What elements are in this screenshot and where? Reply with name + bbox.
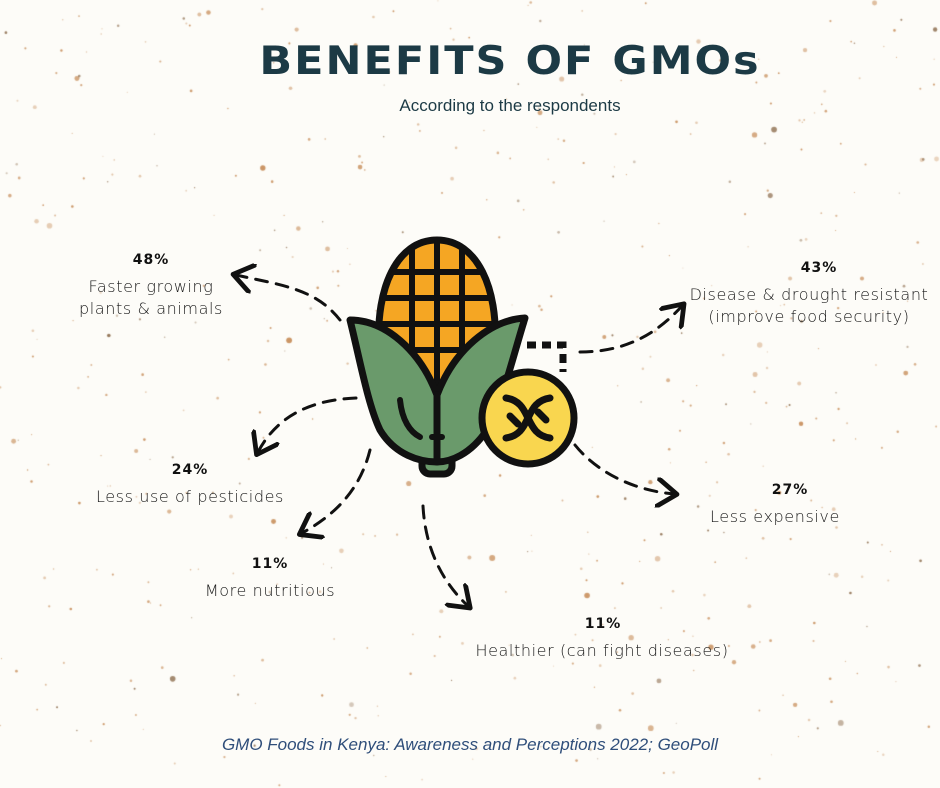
benefit-pct: 11% [584,616,622,632]
arrow-more-nutritious [302,448,372,533]
arrow-healthier [421,504,468,606]
benefit-disease-resistant: 43% Disease & drought resistant (improve… [684,260,934,328]
benefit-label: More nutritious [204,581,336,600]
benefit-pct: 11% [251,556,289,572]
benefit-label: Faster growing plants & animals [79,277,223,318]
page-subtitle: According to the respondents [399,96,621,115]
page-title: BENEFITS OF GMOs [259,38,761,84]
benefit-label: Less use of pesticides [96,487,284,506]
benefit-faster-growing: 48% Faster growing plants & animals [70,252,232,320]
arrow-less-pesticides [258,396,358,452]
benefit-label: Healthier (can fight diseases) [475,641,729,660]
dna-badge-icon [478,341,578,468]
arrow-faster-growing [236,275,342,322]
benefit-label: Disease & drought resistant (improve foo… [689,285,929,326]
benefit-label: Less expensive [710,507,840,526]
source-citation: GMO Foods in Kenya: Awareness and Percep… [221,735,719,754]
benefit-pct: 27% [771,482,809,498]
benefit-more-nutritious: 11% More nutritious [190,556,350,602]
benefit-less-pesticides: 24% Less use of pesticides [80,462,300,508]
benefit-pct: 43% [800,260,838,276]
benefit-pct: 24% [171,462,209,478]
benefit-less-expensive: 27% Less expensive [690,482,860,528]
benefit-healthier: 11% Healthier (can fight diseases) [466,616,738,662]
arrow-less-expensive [573,443,674,494]
arrow-disease-resistant [578,306,682,354]
benefit-pct: 48% [132,252,170,268]
